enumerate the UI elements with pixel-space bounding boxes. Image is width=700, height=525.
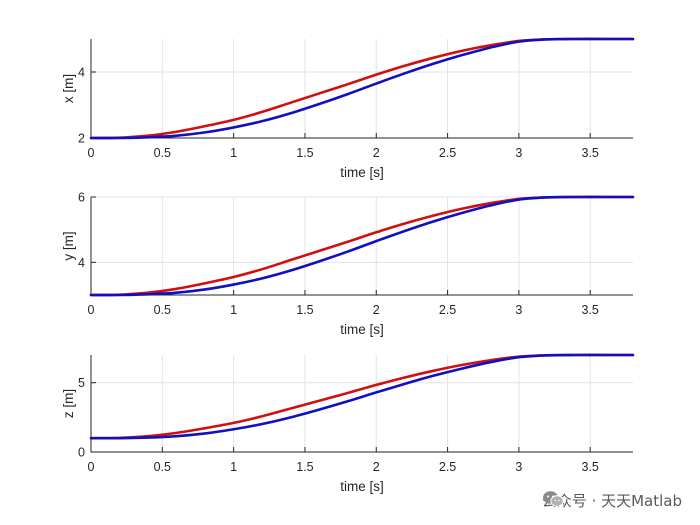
x-tick-label: 3 (515, 146, 522, 160)
x-tick-label: 1 (230, 303, 237, 317)
x-tick-label: 3 (515, 460, 522, 474)
x-tick-label: 2 (373, 460, 380, 474)
wechat-icon (542, 491, 564, 507)
x-tick-label: 0 (88, 460, 95, 474)
x-tick-label: 0 (88, 146, 95, 160)
x-tick-label: 3 (515, 303, 522, 317)
subplot-y: 0 0.5 1 1.5 2 2.5 3 3.5 4 6 time [s] y [m] (61, 191, 635, 337)
y-tick-label: 6 (78, 191, 85, 205)
x-axis-label: time [s] (340, 322, 384, 337)
y-tick-label: 4 (78, 66, 85, 80)
subplot-x: 0 0.5 1 1.5 2 2.5 3 3.5 2 4 time [s] x [m] (61, 37, 635, 180)
watermark-text: 公众号 · 天天Matlab (541, 492, 682, 510)
x-tick-label: 3.5 (582, 303, 599, 317)
watermark: 公众号 · 天天Matlab (542, 490, 682, 511)
x-tick-label: 1 (230, 460, 237, 474)
series-blue-line (89, 195, 635, 297)
x-tick-label: 3.5 (582, 146, 599, 160)
y-tick-label: 5 (78, 376, 85, 390)
subplot-z: 0 0.5 1 1.5 2 2.5 3 3.5 0 5 time [s] z [m] (61, 353, 635, 494)
x-tick-label: 1.5 (296, 460, 313, 474)
x-tick-label: 2.5 (439, 146, 456, 160)
y-tick-label: 0 (78, 446, 85, 460)
y-axis-label: y [m] (61, 231, 76, 260)
y-tick-label: 4 (78, 256, 85, 270)
y-axis-label: z [m] (61, 389, 76, 418)
x-axis-label: time [s] (340, 165, 384, 180)
x-axis-label: time [s] (340, 479, 384, 494)
x-tick-label: 2.5 (439, 460, 456, 474)
series-blue-line (89, 37, 635, 140)
x-tick-label: 1.5 (296, 303, 313, 317)
x-tick-label: 0.5 (154, 303, 171, 317)
x-tick-label: 1 (230, 146, 237, 160)
x-tick-label: 2 (373, 146, 380, 160)
x-tick-label: 0.5 (154, 460, 171, 474)
y-tick-label: 2 (78, 132, 85, 146)
x-tick-label: 1.5 (296, 146, 313, 160)
x-tick-label: 0.5 (154, 146, 171, 160)
x-tick-label: 2.5 (439, 303, 456, 317)
y-axis-label: x [m] (61, 74, 76, 103)
series-blue-line (89, 353, 635, 440)
x-tick-label: 0 (88, 303, 95, 317)
x-tick-label: 3.5 (582, 460, 599, 474)
x-tick-label: 2 (373, 303, 380, 317)
